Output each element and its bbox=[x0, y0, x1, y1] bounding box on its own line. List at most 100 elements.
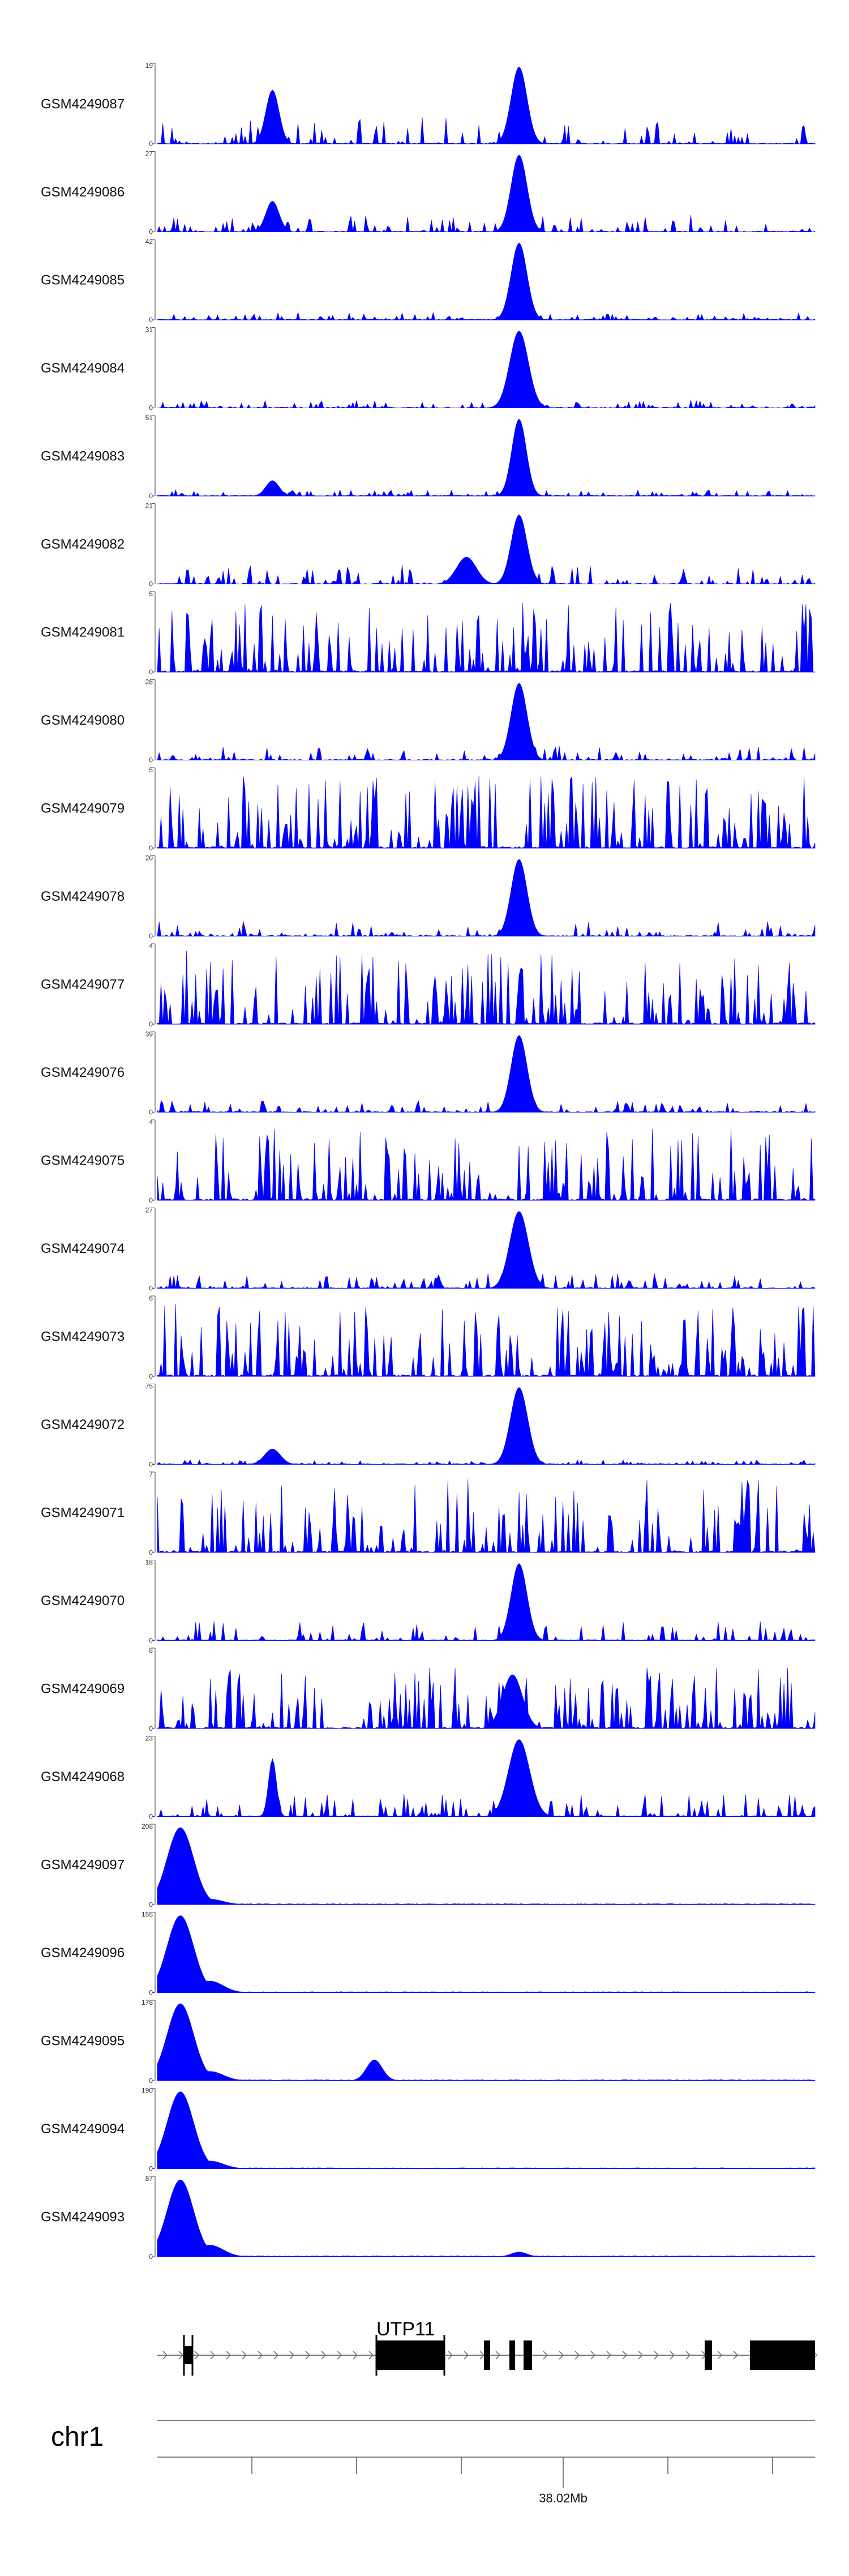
track-ymax-label: 39 bbox=[145, 1030, 153, 1038]
signal-area bbox=[157, 1563, 816, 1641]
strand-arrow bbox=[321, 2351, 327, 2360]
track-label: GSM4249076 bbox=[41, 1065, 125, 1080]
track-label: GSM4249077 bbox=[41, 977, 125, 992]
signal-area bbox=[157, 1303, 816, 1377]
track-label: GSM4249072 bbox=[41, 1417, 125, 1432]
track-yzero-label: 0 bbox=[149, 2077, 153, 2085]
track-GSM4249071: GSM4249071 7 0 bbox=[41, 1470, 816, 1556]
track-yzero-label: 0 bbox=[149, 932, 153, 940]
track-ymax-label: 87 bbox=[145, 2175, 153, 2183]
strand-arrow bbox=[368, 2351, 374, 2360]
track-yzero-label: 0 bbox=[149, 1461, 153, 1469]
track-ymax-label: 31 bbox=[145, 326, 153, 334]
signal-area bbox=[157, 2003, 816, 2081]
signal-area bbox=[157, 66, 816, 144]
track-ymax-label: 8 bbox=[149, 1646, 153, 1654]
track-ymax-label: 4 bbox=[149, 1118, 153, 1126]
track-ymax-label: 27 bbox=[145, 150, 153, 158]
tick-label: 38.02Mb bbox=[539, 2491, 588, 2505]
track-yzero-label: 0 bbox=[149, 1548, 153, 1556]
track-ymax-label: 51 bbox=[145, 414, 153, 422]
gene-exon bbox=[705, 2340, 712, 2370]
track-yzero-label: 0 bbox=[149, 1020, 153, 1028]
strand-arrow bbox=[495, 2351, 501, 2360]
track-label: GSM4249070 bbox=[41, 1593, 125, 1608]
gene-exon bbox=[750, 2340, 815, 2370]
track-label: GSM4249093 bbox=[41, 2210, 125, 2225]
track-ymax-label: 208 bbox=[142, 1822, 153, 1830]
track-ymax-label: 4 bbox=[149, 942, 153, 950]
track-yzero-label: 0 bbox=[149, 580, 153, 588]
signal-area bbox=[157, 1387, 816, 1465]
genome-axis: chr1 38.02Mb bbox=[51, 2420, 815, 2505]
track-GSM4249096: GSM4249096 155 0 bbox=[41, 1911, 816, 1997]
chromosome-label: chr1 bbox=[51, 2422, 104, 2452]
track-ymax-label: 6 bbox=[149, 1294, 153, 1302]
track-GSM4249097: GSM4249097 208 0 bbox=[41, 1822, 816, 1909]
strand-arrow bbox=[273, 2351, 279, 2360]
track-GSM4249094: GSM4249094 190 0 bbox=[41, 2087, 816, 2173]
track-label: GSM4249082 bbox=[41, 537, 125, 552]
track-label: GSM4249074 bbox=[41, 1241, 125, 1256]
track-label: GSM4249096 bbox=[41, 1945, 125, 1961]
signal-area bbox=[157, 1035, 816, 1112]
track-ymax-label: 21 bbox=[145, 502, 153, 510]
strand-arrow bbox=[685, 2351, 691, 2360]
track-GSM4249084: GSM4249084 31 0 bbox=[41, 326, 816, 412]
track-label: GSM4249080 bbox=[41, 713, 125, 728]
track-label: GSM4249078 bbox=[41, 889, 125, 904]
strand-arrow bbox=[258, 2351, 263, 2360]
gene-exon bbox=[184, 2346, 192, 2364]
strand-arrow bbox=[574, 2351, 580, 2360]
signal-area bbox=[157, 602, 816, 673]
track-yzero-label: 0 bbox=[149, 1637, 153, 1645]
track-ymax-label: 5 bbox=[149, 766, 153, 774]
track-yzero-label: 0 bbox=[149, 140, 153, 148]
strand-arrow bbox=[448, 2351, 453, 2360]
strand-arrow bbox=[559, 2351, 564, 2360]
track-yzero-label: 0 bbox=[149, 228, 153, 236]
signal-area bbox=[157, 418, 816, 497]
strand-arrow bbox=[638, 2351, 644, 2360]
track-GSM4249068: GSM4249068 23 0 bbox=[41, 1735, 816, 1821]
track-label: GSM4249095 bbox=[41, 2034, 125, 2049]
track-ymax-label: 178 bbox=[142, 1999, 153, 2006]
track-label: GSM4249073 bbox=[41, 1329, 125, 1345]
track-yzero-label: 0 bbox=[149, 1285, 153, 1293]
gene-exon bbox=[484, 2340, 490, 2370]
track-GSM4249081: GSM4249081 5 0 bbox=[41, 590, 816, 676]
signal-area bbox=[157, 1667, 816, 1729]
track-ymax-label: 75 bbox=[145, 1383, 153, 1390]
signal-area bbox=[157, 1827, 816, 1905]
signal-tracks: GSM4249087190GSM4249086270GSM4249085420G… bbox=[41, 62, 816, 2261]
strand-arrow bbox=[464, 2351, 469, 2360]
signal-area bbox=[157, 683, 816, 761]
track-GSM4249083: GSM4249083 51 0 bbox=[41, 414, 816, 500]
track-ymax-label: 18 bbox=[145, 1559, 153, 1567]
signal-area bbox=[157, 331, 816, 409]
track-yzero-label: 0 bbox=[149, 1813, 153, 1821]
strand-arrow bbox=[226, 2351, 231, 2360]
track-yzero-label: 0 bbox=[149, 1196, 153, 1204]
track-yzero-label: 0 bbox=[149, 668, 153, 676]
signal-area bbox=[157, 242, 816, 320]
track-yzero-label: 0 bbox=[149, 404, 153, 412]
track-ymax-label: 19 bbox=[145, 62, 153, 70]
strand-arrow bbox=[178, 2351, 184, 2360]
strand-arrow bbox=[337, 2351, 342, 2360]
track-GSM4249082: GSM4249082 21 0 bbox=[41, 502, 816, 588]
track-yzero-label: 0 bbox=[149, 1372, 153, 1380]
track-GSM4249069: GSM4249069 8 0 bbox=[41, 1646, 816, 1732]
signal-area bbox=[157, 951, 816, 1025]
track-ymax-label: 5 bbox=[149, 590, 153, 598]
track-GSM4249073: GSM4249073 6 0 bbox=[41, 1294, 816, 1380]
strand-arrow bbox=[194, 2351, 200, 2360]
track-ymax-label: 27 bbox=[145, 1206, 153, 1214]
gene-label: UTP11 bbox=[376, 2318, 435, 2340]
track-GSM4249077: GSM4249077 4 0 bbox=[41, 942, 816, 1028]
track-label: GSM4249069 bbox=[41, 1681, 125, 1697]
track-ymax-label: 7 bbox=[149, 1470, 153, 1478]
strand-arrow bbox=[242, 2351, 247, 2360]
strand-arrow bbox=[543, 2351, 548, 2360]
